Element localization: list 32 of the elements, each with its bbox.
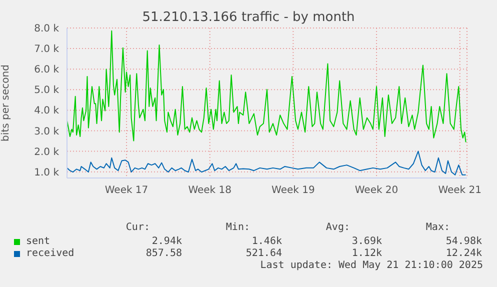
text: Min: [226,222,250,233]
legend-label: sent [26,236,50,247]
x-tick-label: Week 21 [438,185,482,196]
x-tick-label: Week 20 [354,185,398,196]
text: 54.98k [446,236,482,247]
text: Last update: Wed May 21 21:10:00 2025 [260,260,483,271]
y-tick-label: 7.0 k [34,44,60,56]
line-series [67,150,466,176]
text: 2.94k [152,236,182,247]
text: Max: [426,222,450,233]
line-series [67,30,466,143]
text: Avg: [326,222,350,233]
y-tick-label: 6.0 k [34,64,60,76]
x-tick-label: Week 19 [272,185,315,196]
y-tick-label: 1.0 k [34,167,60,178]
text: 1.12k [352,248,382,259]
y-tick-label: 3.0 k [34,126,60,138]
y-tick-label: 4.0 k [34,106,60,117]
text: Cur: [126,222,150,233]
text: 12.24k [446,248,482,259]
text: 1.46k [252,236,282,247]
legend-label: received [26,248,74,259]
y-tick-label: 5.0 k [34,85,60,96]
text: 521.64 [246,248,282,259]
chart-title: 51.210.13.166 traffic - by month [141,10,356,25]
y-tick-label: 2.0 k [34,146,60,158]
y-tick-label: 8.0 k [34,24,60,35]
y-axis-title: bits per second [0,64,12,142]
x-tick-label: Week 18 [188,185,232,196]
text: 3.69k [352,236,382,247]
text: 857.58 [146,248,182,259]
x-tick-label: Week 17 [104,185,148,196]
